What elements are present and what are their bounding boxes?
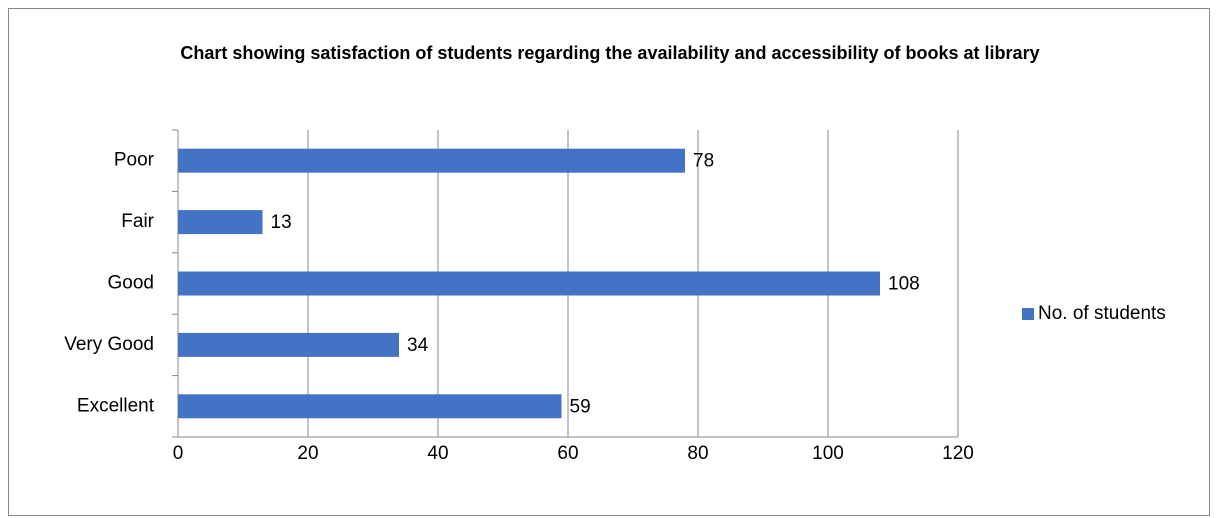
x-tick-label: 20 [297,443,318,464]
bar [178,271,880,296]
y-tick-label: Good [108,273,154,294]
data-label: 13 [271,212,292,233]
legend-swatch [1022,308,1034,320]
bar [178,148,685,173]
bar [178,210,263,235]
chart-frame [8,8,1210,516]
x-tick-label: 60 [557,443,578,464]
x-tick-label: 80 [687,443,708,464]
legend-label: No. of students [1038,303,1166,324]
y-tick-label: Excellent [77,395,155,416]
bar [178,332,399,357]
data-label: 78 [693,151,714,172]
x-tick-label: 0 [173,443,184,464]
x-tick-label: 40 [427,443,448,464]
y-tick-label: Poor [114,150,155,171]
x-tick-label: 100 [812,443,844,464]
y-tick-label: Fair [121,211,154,232]
y-tick-label: Very Good [64,334,154,355]
data-label: 108 [888,274,920,295]
bar [178,394,562,419]
x-tick-label: 120 [942,443,974,464]
data-label: 59 [570,396,591,417]
chart-title: Chart showing satisfaction of students r… [180,43,1040,63]
data-label: 34 [407,335,429,356]
